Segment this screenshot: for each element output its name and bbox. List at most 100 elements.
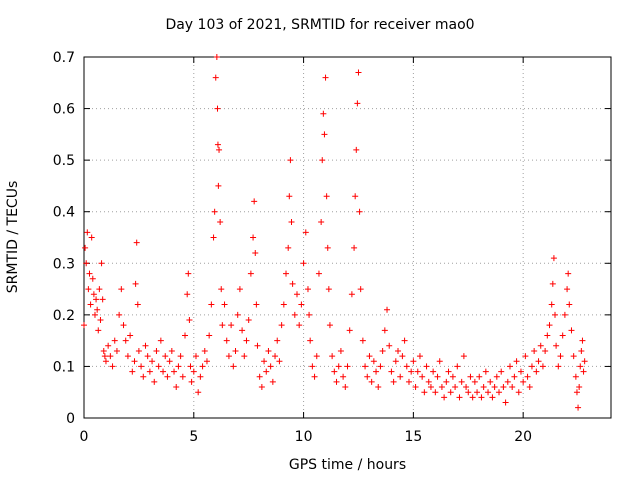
data-point xyxy=(87,301,94,308)
data-point xyxy=(239,327,246,334)
data-point xyxy=(173,384,180,391)
data-point xyxy=(251,198,258,205)
data-point xyxy=(216,146,223,153)
data-point xyxy=(187,363,194,370)
data-point xyxy=(256,373,263,380)
data-point xyxy=(555,363,562,370)
data-point xyxy=(381,327,388,334)
y-tick-label: 0.1 xyxy=(53,359,75,375)
data-point xyxy=(375,384,382,391)
data-point xyxy=(478,394,485,401)
data-point xyxy=(377,363,384,370)
data-point xyxy=(319,157,326,164)
data-point xyxy=(105,342,112,349)
data-point xyxy=(171,368,178,375)
data-point xyxy=(318,219,325,226)
data-point xyxy=(368,378,375,385)
data-point xyxy=(542,347,549,354)
data-point xyxy=(322,74,329,81)
tick-labels: 0 0.1 0.2 0.3 0.4 0.5 0.6 0.7 0 5 10 15 20 xyxy=(53,50,532,445)
data-point xyxy=(326,322,333,329)
data-point xyxy=(127,332,134,339)
data-point xyxy=(90,291,97,298)
y-tick-label: 0 xyxy=(66,411,75,427)
data-point xyxy=(403,363,410,370)
data-point xyxy=(465,389,472,396)
y-tick-label: 0.6 xyxy=(53,102,75,118)
data-point xyxy=(113,347,120,354)
data-point xyxy=(162,353,169,360)
data-point xyxy=(211,208,218,215)
data-point xyxy=(131,358,138,365)
data-point xyxy=(401,337,408,344)
data-point xyxy=(313,353,320,360)
data-point xyxy=(144,353,151,360)
data-point xyxy=(120,322,127,329)
data-point xyxy=(208,301,215,308)
data-point xyxy=(81,322,87,329)
y-axis-label: SRMTID / TECUs xyxy=(5,180,21,294)
data-point xyxy=(306,311,313,318)
data-point xyxy=(243,337,250,344)
data-point xyxy=(140,373,147,380)
data-point xyxy=(408,368,415,375)
data-point xyxy=(522,353,529,360)
y-tick-label: 0.7 xyxy=(53,50,75,66)
data-point xyxy=(263,368,270,375)
data-point xyxy=(352,193,359,200)
data-point xyxy=(550,255,557,262)
data-point xyxy=(362,363,369,370)
data-point xyxy=(421,389,428,396)
data-point xyxy=(199,363,206,370)
data-point xyxy=(236,286,243,293)
data-point xyxy=(419,373,426,380)
data-point xyxy=(267,363,274,370)
data-point xyxy=(517,368,524,375)
data-point xyxy=(118,286,125,293)
data-point xyxy=(214,141,221,148)
data-point xyxy=(443,378,450,385)
data-point xyxy=(568,327,575,334)
data-point xyxy=(142,342,149,349)
data-point xyxy=(278,322,285,329)
data-point xyxy=(272,353,279,360)
data-point xyxy=(390,378,397,385)
data-point xyxy=(544,332,551,339)
data-point xyxy=(388,368,395,375)
data-point xyxy=(258,384,265,391)
data-point xyxy=(546,322,553,329)
data-point xyxy=(504,378,511,385)
data-point xyxy=(553,342,560,349)
data-point xyxy=(577,363,584,370)
data-point xyxy=(186,317,193,324)
x-axis-label: GPS time / hours xyxy=(288,457,407,473)
data-point xyxy=(97,317,104,324)
data-point xyxy=(203,358,210,365)
data-point xyxy=(164,373,171,380)
grid-layer xyxy=(84,57,611,418)
data-point xyxy=(576,384,583,391)
data-point xyxy=(153,347,160,354)
data-point xyxy=(177,353,184,360)
data-point xyxy=(274,337,281,344)
data-point xyxy=(572,373,579,380)
data-point xyxy=(133,239,140,246)
data-point xyxy=(353,146,360,153)
data-point xyxy=(460,353,467,360)
data-point xyxy=(425,378,432,385)
data-point xyxy=(166,358,173,365)
data-point xyxy=(458,378,465,385)
data-point xyxy=(96,286,103,293)
data-point xyxy=(95,327,102,334)
data-point xyxy=(82,244,89,251)
data-point xyxy=(107,353,114,360)
data-point xyxy=(320,110,327,117)
data-point xyxy=(269,378,276,385)
data-point xyxy=(94,306,101,313)
data-point xyxy=(217,219,224,226)
data-point xyxy=(138,363,145,370)
data-point xyxy=(344,363,351,370)
data-point xyxy=(221,301,228,308)
data-point xyxy=(552,311,559,318)
data-point xyxy=(359,337,366,344)
